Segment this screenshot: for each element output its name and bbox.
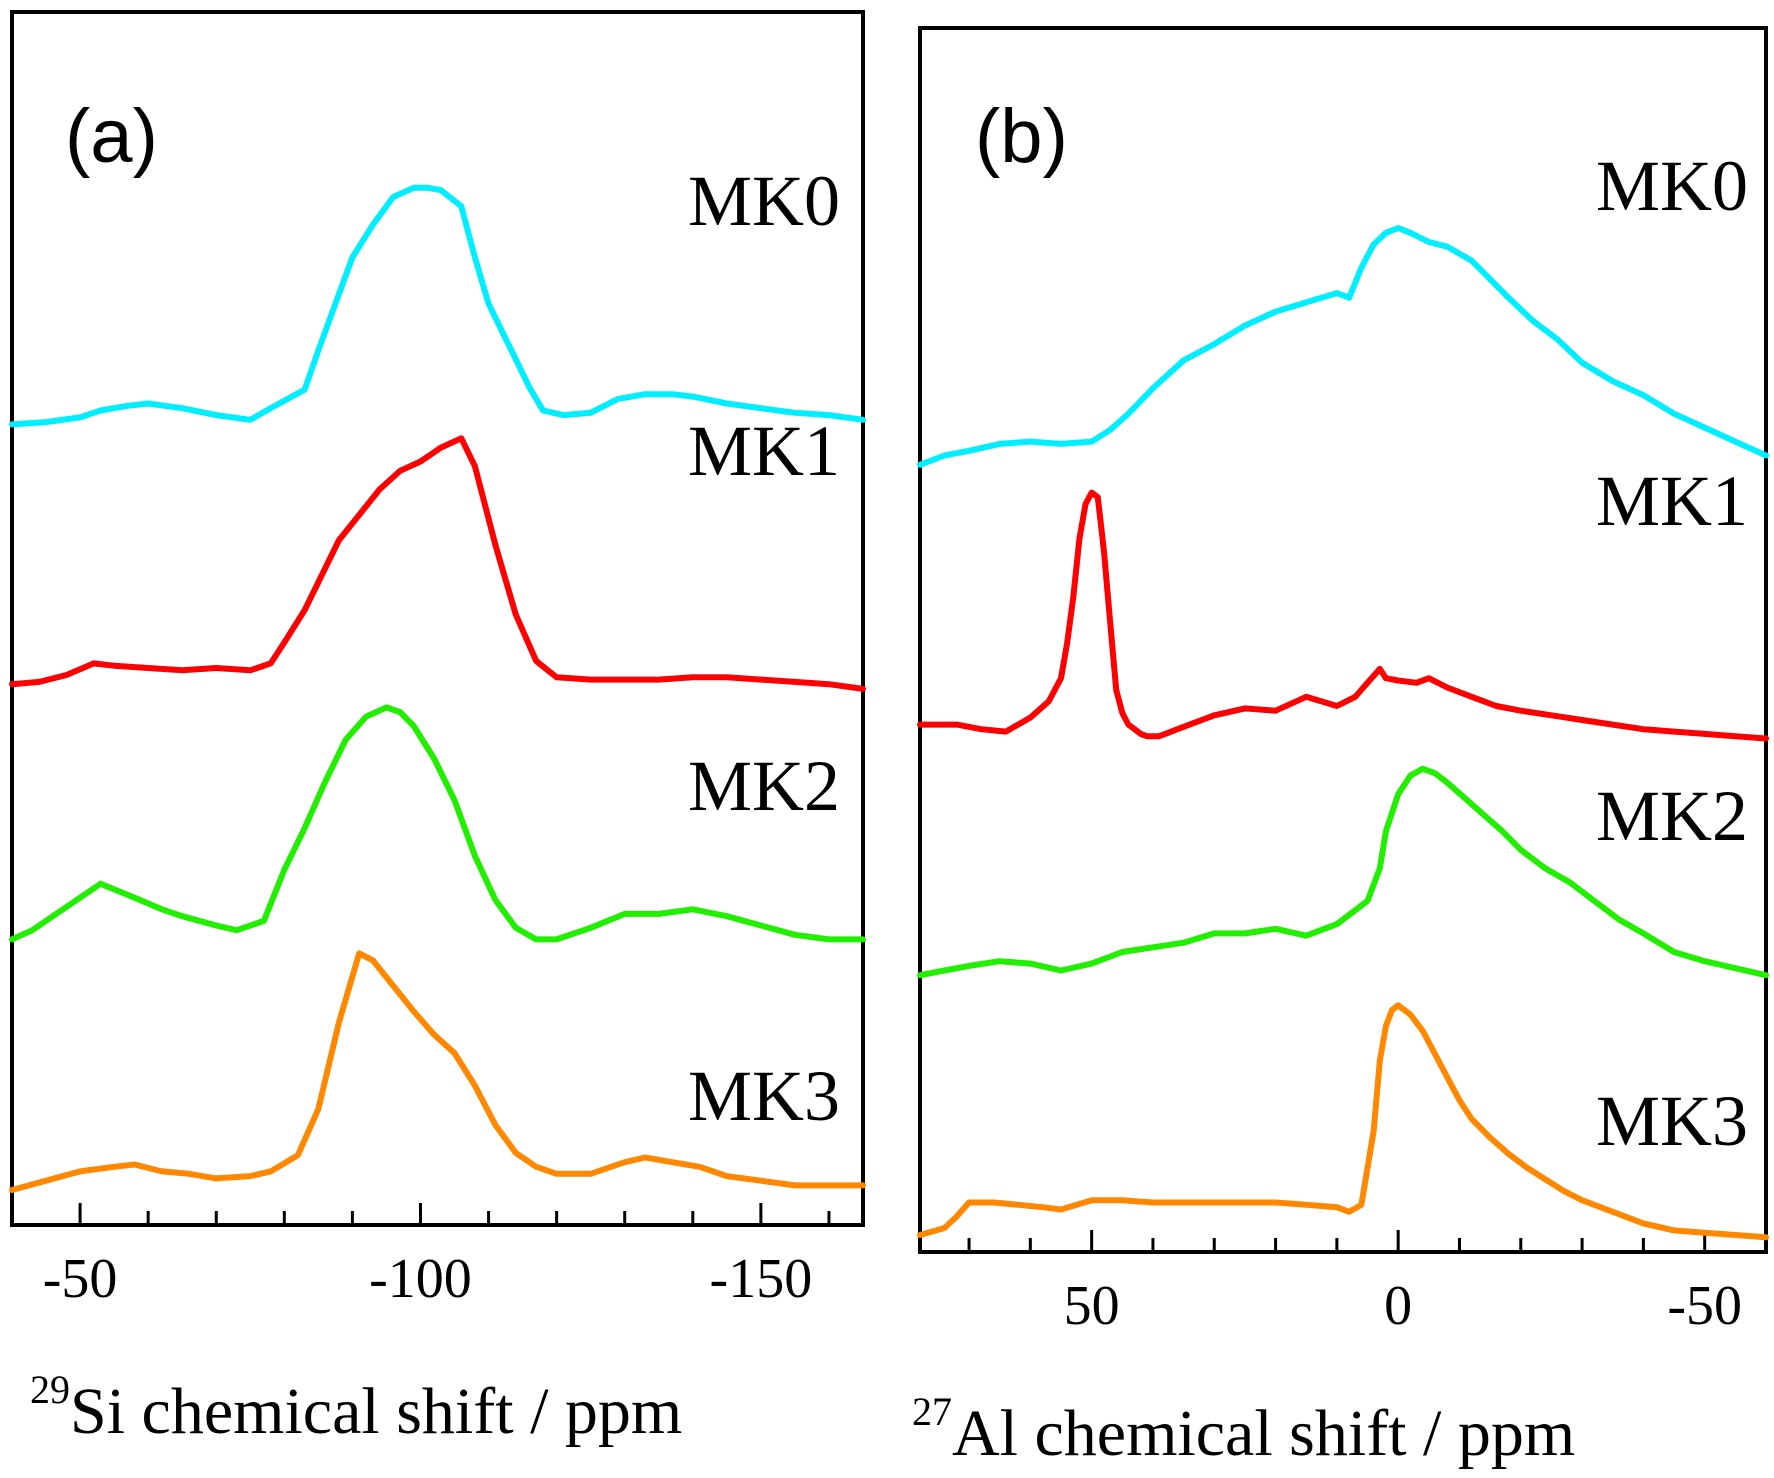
x-tick-label-a-m50: -50 — [43, 1248, 118, 1310]
x-tick-label-a-m100: -100 — [369, 1248, 472, 1310]
trace-b-mk0 — [917, 225, 1769, 468]
x-ticks-b — [967, 1230, 1707, 1252]
trace-a-mk2 — [9, 704, 866, 943]
x-axis-label-text-b: Al chemical shift / ppm — [952, 1397, 1575, 1470]
traces-a — [9, 184, 866, 1193]
series-label-a-mk0: MK0 — [688, 161, 840, 241]
traces-b — [917, 225, 1769, 1241]
panel-b-al-spectra: 50 0 -50 MK0 MK1 MK2 MK3 (b) 27Al chemical sh… — [912, 26, 1769, 1470]
panel-a-si-spectra: -50 -100 -150 MK0 MK1 MK2 MK3 (a) 29Si chemic… — [9, 10, 866, 1448]
trace-a-mk0 — [9, 184, 866, 428]
trace-a-mk1 — [9, 435, 866, 692]
series-label-a-mk3: MK3 — [688, 1056, 840, 1136]
x-axis-label-sup-a: 29 — [30, 1367, 70, 1412]
series-label-a-mk1: MK1 — [688, 411, 840, 491]
x-tick-labels-a: -50 -100 -150 — [43, 1248, 812, 1310]
series-label-b-mk3: MK3 — [1596, 1081, 1748, 1161]
plot-frame-b — [918, 26, 1768, 1254]
series-label-b-mk0: MK0 — [1596, 146, 1748, 226]
x-tick-label-b-m50: -50 — [1667, 1275, 1742, 1337]
series-label-b-mk1: MK1 — [1596, 461, 1748, 541]
x-tick-label-a-m150: -150 — [710, 1248, 813, 1310]
panel-label-b: (b) — [975, 94, 1068, 179]
x-ticks-a — [78, 1203, 831, 1225]
x-axis-label-a: 29Si chemical shift / ppm — [30, 1367, 682, 1448]
trace-b-mk3 — [917, 1002, 1769, 1241]
x-tick-label-b-50: 50 — [1064, 1275, 1120, 1337]
panel-label-a: (a) — [65, 94, 158, 179]
x-tick-label-b-0: 0 — [1384, 1275, 1412, 1337]
trace-a-mk3 — [9, 950, 866, 1193]
x-axis-label-text-a: Si chemical shift / ppm — [70, 1375, 682, 1448]
x-axis-label-sup-b: 27 — [912, 1389, 952, 1434]
x-axis-label-b: 27Al chemical shift / ppm — [912, 1389, 1575, 1470]
x-tick-labels-b: 50 0 -50 — [1064, 1275, 1742, 1337]
trace-b-mk1 — [917, 489, 1769, 742]
plot-frame-a — [10, 10, 865, 1227]
series-label-a-mk2: MK2 — [688, 746, 840, 826]
series-label-b-mk2: MK2 — [1596, 776, 1748, 856]
series-labels-a: MK0 MK1 MK2 MK3 — [688, 161, 840, 1136]
trace-b-mk2 — [917, 765, 1769, 979]
series-labels-b: MK0 MK1 MK2 MK3 — [1596, 146, 1748, 1161]
